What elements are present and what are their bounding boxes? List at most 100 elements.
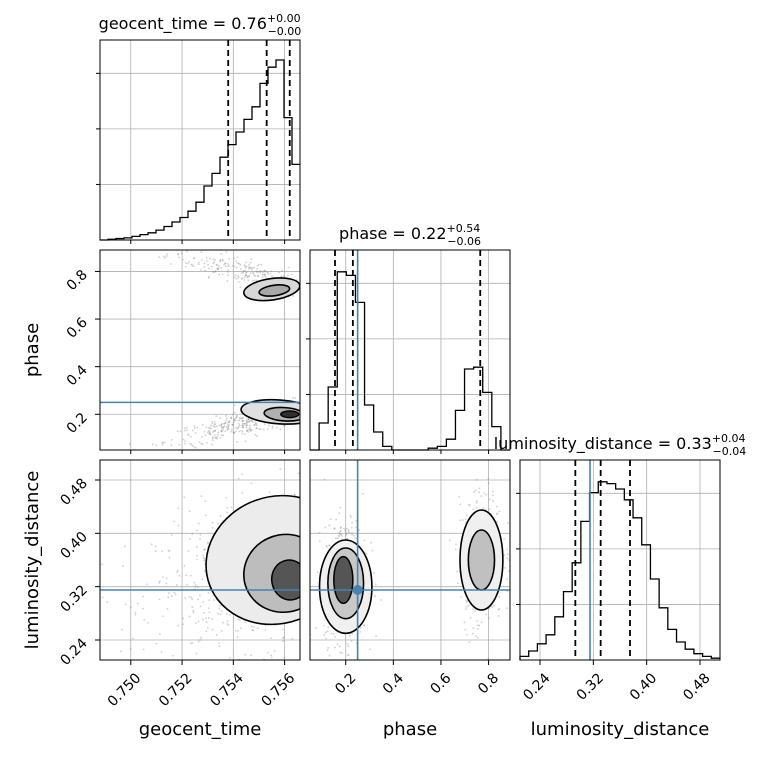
sample-point [351,533,353,536]
sample-point [315,539,317,541]
sample-point [375,635,377,637]
sample-point [176,430,179,433]
sample-point [459,503,462,506]
y-tick-label: 0.4 [64,362,91,389]
sample-point [339,530,342,533]
sample-point [339,533,342,536]
sample-point [306,547,308,549]
sample-point [232,421,235,424]
sample-point [218,273,221,276]
sample-point [178,574,181,577]
sample-point [469,616,472,619]
sample-point [338,525,340,527]
sample-point [249,261,252,264]
sample-point [170,438,173,441]
sample-point [325,637,327,640]
sample-point [130,606,132,609]
sample-point [191,429,194,432]
sample-point [227,265,230,268]
x-tick-label: 0.48 [680,670,713,703]
sample-point [304,401,306,403]
sample-point [191,444,194,447]
sample-point [343,668,345,670]
sample-point [331,401,333,403]
sample-point [307,617,309,619]
sample-point [261,271,264,274]
sample-point [214,429,216,432]
sample-point [305,572,307,574]
sample-point [328,544,331,547]
sample-point [333,527,336,530]
sample-point [370,527,372,529]
sample-point [227,427,230,430]
sample-point [324,300,326,302]
sample-point [302,412,304,414]
x-tick-label: 0.750 [105,670,145,710]
sample-point [245,271,248,274]
x-axis-label-phase: phase [383,719,437,740]
sample-point [134,613,137,616]
sample-point [259,270,261,273]
sample-point [194,584,197,586]
sample-point [488,508,491,511]
sample-point [363,539,366,542]
sample-point [143,618,146,621]
sample-point [206,541,209,544]
sample-point [236,427,239,430]
sample-point [350,508,352,510]
sample-point [132,637,134,640]
sample-point [342,530,344,532]
sample-point [203,612,205,614]
sample-point [241,424,244,427]
sample-point [158,598,161,601]
sample-point [182,617,184,620]
sample-point [221,610,223,613]
sample-point [208,275,211,278]
x-axis-label-luminosity-distance: luminosity_distance [531,719,710,740]
sample-point [317,493,319,495]
sample-point [158,256,160,259]
sample-point [370,541,373,544]
sample-point [196,598,199,601]
sample-point [365,552,368,555]
sample-point [506,607,508,610]
sample-point [273,649,276,652]
sample-point [190,694,192,696]
sample-point [314,607,316,609]
sample-point [203,570,206,572]
sample-point [167,549,170,552]
sample-point [344,534,347,536]
sample-point [334,672,336,674]
sample-point [227,624,230,626]
sample-point [147,621,149,624]
sample-point [380,509,382,511]
sample-point [178,256,180,259]
sample-point [226,612,228,615]
sample-point [248,266,250,268]
sample-point [467,604,470,607]
sample-point [142,648,145,651]
sample-point [312,549,314,551]
sample-point [474,489,477,492]
sample-point [284,424,286,427]
sample-point [211,270,214,273]
sample-point [191,264,194,266]
sample-point [183,427,186,430]
sample-point [225,496,228,499]
sample-point [498,596,501,598]
sample-point [252,272,255,275]
sample-point [246,423,248,426]
sample-point [233,404,236,407]
sample-point [318,569,320,571]
sample-point [238,430,241,433]
sample-point [185,574,187,577]
sample-point [202,618,204,621]
sample-point [266,428,269,430]
sample-point [385,545,387,547]
sample-point [245,271,248,274]
sample-point [371,466,373,468]
sample-point [190,443,193,446]
sample-point [217,612,220,615]
sample-point [236,414,238,417]
sample-point [361,492,364,495]
